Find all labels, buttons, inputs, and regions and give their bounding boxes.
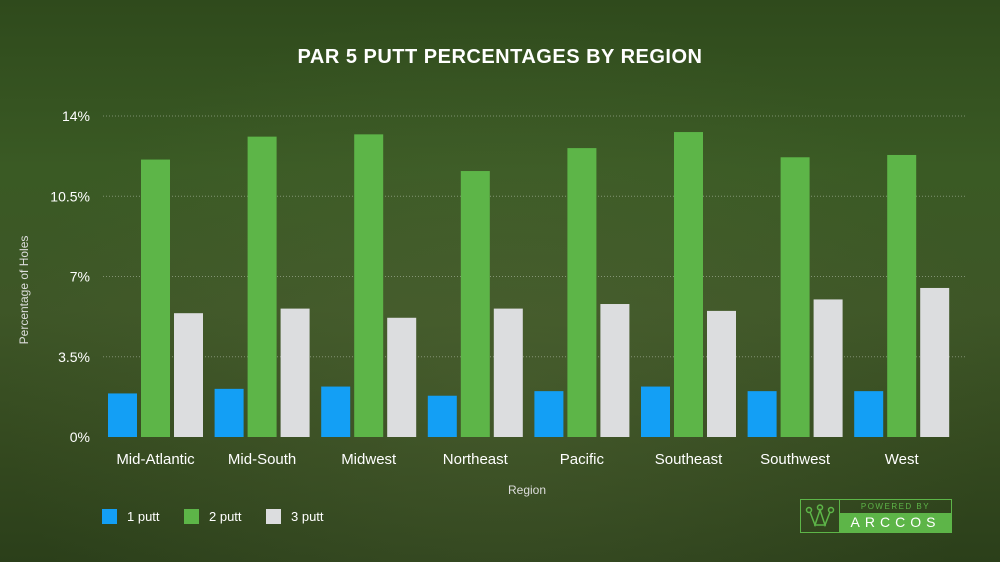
- y-axis-title: Percentage of Holes: [17, 236, 31, 345]
- bar-2-putt: [354, 134, 384, 438]
- bar-3-putt: [280, 308, 310, 437]
- legend-swatch: [184, 509, 199, 524]
- y-tick-label: 7%: [70, 269, 90, 285]
- bar-2-putt: [780, 157, 810, 437]
- bar-3-putt: [387, 317, 417, 437]
- x-tick-label: West: [885, 451, 920, 468]
- crown-icon: [801, 500, 840, 532]
- bar-3-putt: [600, 304, 630, 437]
- y-tick-label: 10.5%: [50, 188, 90, 204]
- bar-1-putt: [427, 395, 457, 437]
- bar-2-putt: [247, 136, 277, 437]
- arccos-logo: POWERED BY ARCCOS: [800, 499, 952, 533]
- bar-3-putt: [813, 299, 843, 437]
- chart-title: PAR 5 PUTT PERCENTAGES BY REGION: [297, 46, 703, 68]
- x-tick-label: Southeast: [655, 451, 723, 468]
- bar-2-putt: [567, 148, 597, 437]
- bar-3-putt: [174, 313, 203, 437]
- bar-2-putt: [887, 154, 917, 437]
- legend-label: 2 putt: [209, 509, 242, 524]
- bar-3-putt: [707, 310, 736, 437]
- bar-3-putt: [920, 287, 950, 437]
- legend-item: 3 putt: [266, 509, 324, 524]
- bar-3-putt: [493, 308, 523, 437]
- bar-1-putt: [854, 391, 884, 437]
- legend-item: 1 putt: [102, 509, 160, 524]
- legend-swatch: [266, 509, 281, 524]
- legend-label: 3 putt: [291, 509, 324, 524]
- logo-powered-by: POWERED BY: [860, 502, 931, 511]
- bar-1-putt: [534, 391, 564, 437]
- bar-1-putt: [747, 391, 777, 437]
- legend-label: 1 putt: [127, 509, 160, 524]
- bar-1-putt: [321, 386, 351, 437]
- legend-item: 2 putt: [184, 509, 242, 524]
- legend-swatch: [102, 509, 117, 524]
- bar-2-putt: [141, 159, 170, 438]
- x-tick-label: Mid-South: [228, 451, 296, 468]
- bar-1-putt: [641, 386, 670, 437]
- x-tick-label: Midwest: [341, 451, 397, 468]
- y-tick-label: 14%: [62, 108, 90, 124]
- x-tick-label: Southwest: [760, 451, 831, 468]
- bar-1-putt: [214, 388, 244, 437]
- y-tick-label: 3.5%: [58, 349, 90, 365]
- logo-brand: ARCCOS: [840, 513, 951, 532]
- bar-2-putt: [674, 132, 703, 438]
- y-tick-label: 0%: [70, 429, 90, 445]
- x-axis-title: Region: [508, 483, 546, 497]
- x-tick-label: Pacific: [560, 451, 605, 468]
- bar-1-putt: [108, 393, 137, 437]
- bar-2-putt: [460, 171, 490, 437]
- x-tick-label: Mid-Atlantic: [116, 451, 195, 468]
- x-tick-label: Northeast: [443, 451, 509, 468]
